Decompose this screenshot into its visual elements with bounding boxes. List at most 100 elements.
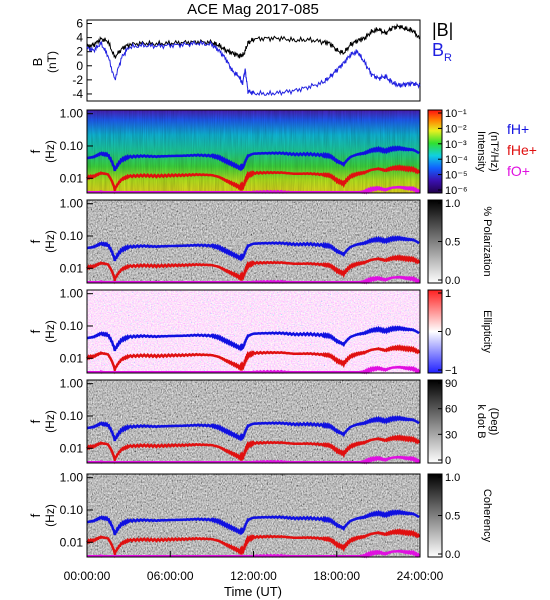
spectrogram-panel: 1.00 0.10 0.01 f (Hz) 1 0 −1 Ellipticity [28, 287, 493, 377]
colorbar-tick-label: 10⁻⁴ [445, 154, 468, 166]
series-bmag-line [86, 23, 421, 59]
colorbar-tick-label: 10⁻⁵ [445, 170, 468, 182]
spectrogram-panel: 1.00 0.10 0.01 f (Hz) 1.0 0.5 0.0 Coherency [28, 471, 493, 561]
x-axis-tick-label: 00:00:00 [64, 569, 111, 583]
spectrogram-yunit: (Hz) [43, 320, 57, 343]
spectrogram-frame [86, 289, 421, 374]
panel-b-y-tick-label: 2 [76, 45, 83, 59]
colorbar-tick-label: 1.0 [445, 472, 460, 484]
line-fHe-plus [85, 434, 421, 465]
colorbar-title: k dot B [475, 404, 487, 438]
spectrogram-yunit: (Hz) [43, 140, 57, 163]
line-fH-plus [86, 509, 420, 536]
spectrogram-y-tick-label: 1.00 [60, 377, 84, 391]
colorbar-tick-label: 10⁻⁶ [445, 185, 468, 197]
spectrogram-panels: 1.000.100.01f (Hz)10⁻¹10⁻²10⁻³10⁻⁴10⁻⁵10⁻… [28, 107, 537, 561]
line-fH-plus [86, 145, 420, 172]
panel-b-y-tick-label: -4 [72, 87, 83, 101]
legend-gyrofrequency: fO+ [507, 163, 530, 179]
line-fO-plus [87, 275, 421, 285]
colorbar-tick-label: 30 [445, 429, 457, 441]
legend-bmag: |B| [432, 20, 453, 40]
spectrogram-y-tick-label: 1.00 [60, 287, 84, 301]
line-fHe-plus [86, 528, 421, 559]
colorbar-tick-label: 10⁻¹ [445, 108, 467, 120]
colorbar-tick-label: 90 [445, 378, 457, 390]
spectrogram-y-tick-label: 0.10 [60, 409, 84, 423]
colorbar-title: Ellipticity [481, 310, 493, 353]
x-axis-tick-label: 12:00:00 [230, 569, 277, 583]
colorbar-tick-label: 60 [445, 404, 457, 416]
line-fO-plus [87, 185, 421, 195]
x-axis-tick-label: 06:00:00 [147, 569, 194, 583]
colorbar-title: Intensity [475, 131, 487, 172]
line-fHe-plus [85, 254, 421, 285]
panel-b-yunit: (nT) [45, 51, 59, 73]
spectrogram-y-tick-label: 0.01 [60, 351, 84, 365]
x-axis: 00:00:00 06:00:00 12:00:00 18:00:00 24:00:00 [64, 551, 444, 583]
colorbar-tick-label: 0 [445, 327, 451, 339]
colorbar [427, 109, 443, 194]
spectrogram-y-tick-label: 0.10 [60, 229, 84, 243]
spectrogram-y-tick-label: 0.01 [60, 441, 84, 455]
spectrogram-y-tick-label: 0.10 [60, 139, 84, 153]
colorbar-unit: (nT²/Hz) [488, 131, 500, 171]
colorbar-tick-label: 10⁻² [445, 123, 467, 135]
colorbar-tick-label: 0.0 [445, 549, 460, 561]
x-axis-tick-label: 18:00:00 [313, 569, 360, 583]
colorbar-tick-label: 10⁻³ [445, 139, 467, 151]
spectrogram-frame [86, 199, 421, 284]
spectrogram-y-tick-label: 1.00 [60, 107, 84, 121]
line-fH-plus [86, 325, 420, 352]
legend-br: BR [432, 40, 452, 64]
colorbar [427, 379, 443, 464]
spectrogram-yunit: (Hz) [43, 504, 57, 527]
spectrogram-frame [86, 379, 421, 464]
colorbar-tick-label: −1 [445, 365, 458, 377]
colorbar-title: % Polarization [481, 206, 493, 276]
spectrogram-ylabel: f [28, 329, 43, 333]
line-fO-plus [87, 455, 421, 465]
spectrogram-y-tick-label: 1.00 [60, 197, 84, 211]
x-axis-label: Time (UT) [224, 584, 282, 599]
legend-gyrofrequency: fHe+ [507, 142, 537, 158]
panel-b-y-tick-label: 0 [76, 59, 83, 73]
panel-b-frame [86, 19, 421, 102]
panel-b-y-tick-label: 6 [76, 17, 83, 31]
spectrogram-panel: 1.00 0.10 0.01 f (Hz) 10⁻¹ 10⁻² 10⁻³ 10⁻⁴ 10⁻⁵ 10⁻… [28, 107, 537, 197]
legend-gyrofrequency: fH+ [507, 121, 529, 137]
colorbar-tick-label: 1.0 [445, 198, 460, 210]
spectrogram-yunit: (Hz) [43, 410, 57, 433]
spectrogram-panel: 1.00 0.10 0.01 f (Hz) 1.0 0.5 0.0 % Polarization [28, 197, 493, 287]
panel-b-ylabel: B [30, 58, 45, 67]
colorbar-tick-label: 1 [445, 288, 451, 300]
line-fH-plus [86, 235, 420, 262]
spectrogram-y-tick-label: 0.01 [60, 261, 84, 275]
line-fO-plus [87, 365, 421, 375]
spectrogram-ylabel: f [28, 419, 43, 423]
colorbar-tick-label: 0.5 [445, 511, 460, 523]
line-fHe-plus [85, 344, 421, 375]
spectrogram-frame [86, 109, 421, 194]
spectrogram-ylabel: f [28, 149, 43, 153]
panel-b-y-tick-label: 4 [76, 31, 83, 45]
spectrogram-yunit: (Hz) [43, 230, 57, 253]
spectrogram-ylabel: f [28, 239, 43, 243]
spectrogram-panel: 1.00 0.10 0.01 f (Hz) 90 60 30 0 k dot B (Deg) [28, 377, 500, 467]
series-br-line [86, 39, 421, 97]
colorbar-tick-label: 0.0 [445, 275, 460, 287]
line-fHe-plus [85, 164, 421, 195]
spectrogram-y-tick-label: 1.00 [60, 471, 84, 485]
spectrogram-y-tick-label: 0.01 [60, 535, 84, 549]
spectrogram-ylabel: f [28, 513, 43, 517]
line-fH-plus [86, 415, 420, 442]
colorbar-title: Coherency [481, 489, 493, 543]
spectrogram-y-tick-label: 0.01 [60, 171, 84, 185]
x-axis-tick-label: 24:00:00 [397, 569, 444, 583]
chart-title: ACE Mag 2017-085 [187, 1, 319, 18]
panel-b-y-tick-label: -2 [72, 73, 83, 87]
colorbar-unit: (Deg) [488, 408, 500, 436]
